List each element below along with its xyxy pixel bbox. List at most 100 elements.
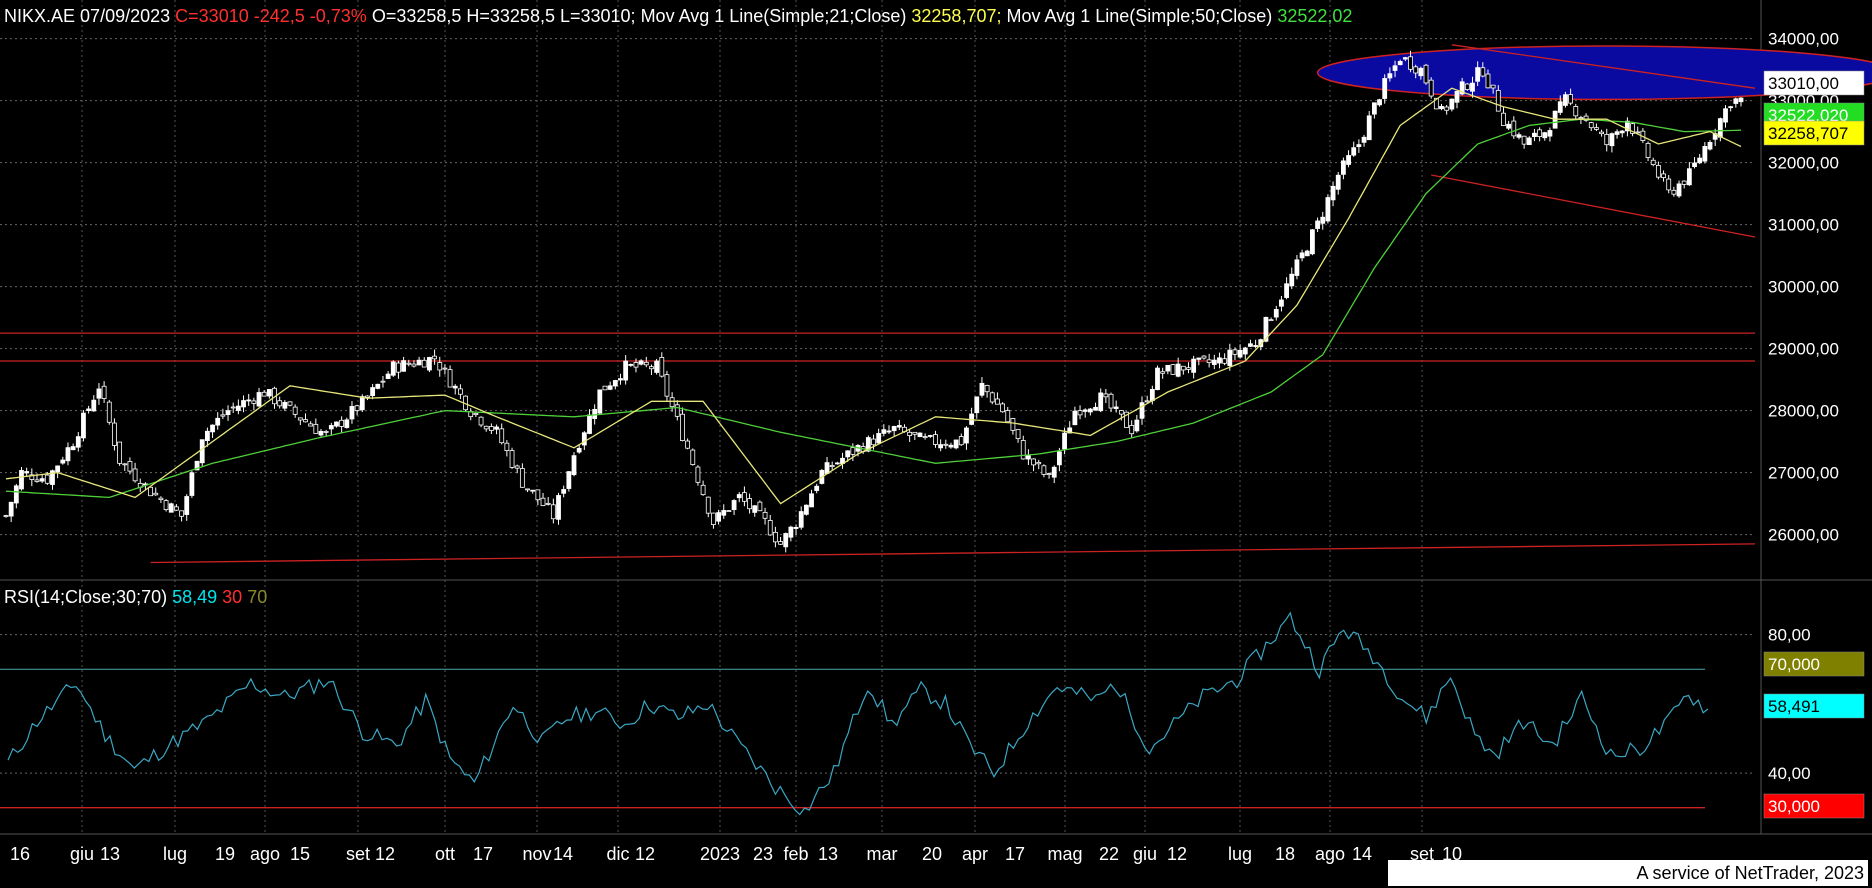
candle-body [1573, 106, 1579, 117]
candle-body [1630, 123, 1635, 134]
candle-body [530, 489, 536, 492]
candle-body [995, 398, 1000, 405]
candle-body [1217, 357, 1222, 364]
candle-body [44, 474, 50, 484]
candle-body [1211, 359, 1217, 365]
candle-body [1051, 466, 1057, 478]
candle-body [1521, 135, 1527, 145]
candle-body [1599, 131, 1604, 135]
time-tick-label: 17 [473, 844, 493, 864]
candle-body [292, 406, 298, 415]
candle-body [65, 447, 71, 462]
candle-body [75, 436, 81, 448]
candle-body [458, 388, 463, 395]
candle-body [891, 426, 897, 432]
candle-body [1036, 462, 1042, 465]
candle-body [700, 484, 706, 496]
rsi-line [7, 611, 1709, 816]
time-tick-label: 22 [1099, 844, 1119, 864]
time-tick-label: apr [962, 844, 988, 864]
candle-body [349, 406, 355, 420]
candle-body [1676, 183, 1682, 197]
price-tick-label: 26000,00 [1768, 526, 1839, 545]
candle-body [256, 392, 262, 407]
candle-body [1294, 259, 1300, 276]
ma21-label: Mov Avg 1 Line(Simple;21;Close) [640, 6, 907, 26]
candle-body [659, 357, 665, 377]
time-tick-label: set [346, 844, 370, 864]
candle-body [1537, 129, 1543, 138]
candle-body [1005, 410, 1011, 423]
support-trendline [150, 543, 1756, 564]
candle-body [339, 419, 345, 427]
ohl-label: O=33258,5 H=33258,5 L=33010; [371, 6, 636, 26]
candle-body [649, 366, 654, 370]
candle-body [1253, 345, 1259, 347]
candle-body [1480, 67, 1486, 77]
candle-body [174, 506, 179, 511]
candle-body [1175, 363, 1181, 377]
candle-body [933, 434, 938, 445]
ma21-line [5, 87, 1742, 505]
candle-body [1056, 451, 1062, 466]
time-tick-label: 12 [1167, 844, 1187, 864]
candle-body [731, 500, 737, 511]
candle-body [1310, 229, 1315, 255]
candle-body [499, 428, 505, 444]
time-tick-label: ago [1315, 844, 1345, 864]
candle-body [1134, 419, 1140, 432]
candle-body [365, 395, 370, 398]
candle-body [1733, 98, 1739, 104]
candle-body [1433, 97, 1439, 110]
candle-body [24, 471, 30, 474]
time-tick-label: 13 [818, 844, 838, 864]
candle-body [153, 492, 159, 496]
candle-body [1619, 130, 1625, 134]
candle-body [101, 385, 107, 399]
candle-body [752, 505, 758, 513]
candle-body [1547, 130, 1553, 137]
candle-body [1645, 142, 1651, 158]
ma21-badge-bg [1763, 120, 1865, 146]
candle-body [612, 380, 618, 387]
time-tick-label: lug [1228, 844, 1252, 864]
candle-body [86, 408, 92, 411]
candle-body [483, 425, 489, 430]
candle-body [344, 419, 350, 428]
candle-body [556, 495, 561, 520]
candle-body [1423, 64, 1429, 84]
time-tick-label: 20 [922, 844, 942, 864]
candle-body [772, 531, 778, 543]
date-label: 07/09/2023 [80, 6, 171, 26]
candle-body [1103, 393, 1109, 398]
candle-body [1723, 108, 1728, 123]
candle-body [1320, 216, 1326, 224]
price-tick-label: 27000,00 [1768, 464, 1839, 483]
candle-body [1299, 252, 1305, 259]
candle-body [561, 489, 567, 494]
candle-body [1526, 137, 1532, 146]
ma50-label: Mov Avg 1 Line(Simple;50;Close) [1006, 6, 1273, 26]
candle-body [798, 511, 804, 528]
time-tick-label: mar [867, 844, 898, 864]
candle-body [1000, 403, 1005, 413]
candle-body [421, 359, 427, 368]
candle-body [359, 396, 365, 411]
candle-body [1382, 78, 1388, 99]
candle-body [210, 424, 215, 433]
candle-body [1072, 410, 1078, 426]
candle-body [1263, 316, 1269, 342]
candle-body [390, 361, 396, 376]
candle-body [664, 374, 670, 397]
candle-body [896, 425, 902, 428]
candle-body [416, 359, 422, 366]
candle-body [1304, 250, 1310, 257]
candle-body [442, 367, 448, 370]
candle-body [215, 417, 221, 426]
candle-body [1459, 81, 1465, 95]
candle-body [602, 385, 608, 391]
candle-body [514, 465, 520, 469]
time-tick-label: giu [70, 844, 94, 864]
candle-body [633, 362, 639, 368]
